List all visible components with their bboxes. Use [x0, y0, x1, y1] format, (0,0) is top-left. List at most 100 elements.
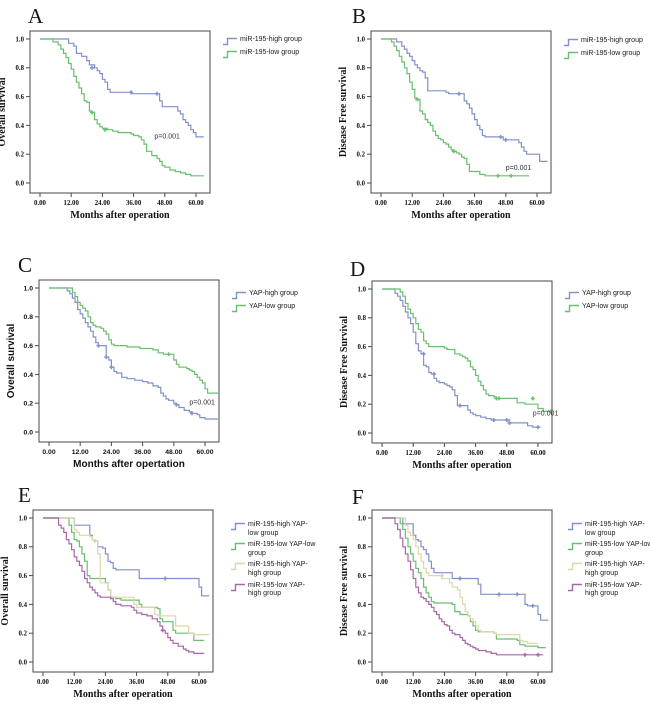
y-tick-label: 0.4: [358, 602, 367, 609]
km-plot-d: 0.0 0.2 0.4 0.6 0.8 1.0 0.00 12.00 24.00 36.00 48.…: [339, 280, 558, 471]
x-tick-label: 36.00: [468, 679, 484, 686]
legend-step-line-icon: [231, 522, 245, 531]
legend-item-label: miR-195-low YAP-high group: [248, 581, 305, 598]
legend-step-line-icon: [231, 583, 245, 591]
legend-item-label: miR-195-high YAP-low group: [248, 521, 308, 537]
p-value-annotation: p=0.001: [506, 165, 532, 172]
legend-item: YAP-high group: [564, 290, 650, 300]
legend-item: miR-195-low YAP-high group: [230, 582, 332, 599]
legend-item-label: miR-195-low YAP-low group: [248, 541, 316, 557]
series-line: [43, 517, 210, 636]
x-axis-label: Months after operation: [412, 460, 512, 471]
x-tick-label: 36.00: [134, 449, 151, 456]
x-tick-label: 48.00: [165, 449, 182, 456]
legend-item-label: miR-195-low YAP-low group: [585, 541, 650, 557]
legend-item-label: miR-195-low group: [240, 49, 300, 56]
series-line: [49, 287, 218, 394]
y-tick-label: 0.8: [19, 544, 28, 551]
y-tick-label: 1.0: [357, 36, 366, 43]
legend-step-line-icon: [564, 51, 578, 60]
legend-item-label: miR-195-high YAP-low group: [585, 521, 645, 537]
y-axis-label: Overall survival: [6, 324, 17, 399]
panel-letter-f: F: [352, 485, 364, 509]
x-axis-label: Months after operation: [70, 210, 170, 221]
km-plot-e: 0.0 0.2 0.4 0.6 0.8 1.0 0.00 12.00 24.00 36.00 48.…: [0, 509, 214, 700]
x-tick-label: 24.00: [436, 200, 452, 207]
y-tick-label: 0.4: [24, 372, 34, 379]
legend-step-line-icon: [232, 291, 246, 300]
y-tick-label: 0.2: [358, 402, 367, 409]
p-value-annotation: p=0.001: [189, 400, 215, 407]
legend-item: miR-195-low YAP-low group: [230, 541, 332, 558]
y-tick-label: 0.4: [358, 373, 367, 380]
series-line: [382, 288, 541, 428]
x-tick-label: 36.00: [126, 200, 142, 207]
x-tick-label: 60.00: [530, 679, 546, 686]
legend-e: miR-195-high YAP-low group miR-195-low YA…: [230, 521, 332, 602]
plot-frame: [371, 280, 553, 444]
panel-e: E 0.0 0.2 0.4 0.6 0.8 1.0 0.00 12.00 24.00 36.00 4…: [0, 474, 325, 711]
y-tick-label: 0.8: [358, 544, 367, 551]
plot-frame: [29, 30, 211, 194]
x-axis-label: Months after operation: [411, 210, 511, 221]
y-tick-label: 0.6: [16, 94, 25, 101]
legend-item: YAP-low group: [564, 303, 650, 313]
km-plot-c: 0.0 0.2 0.4 0.6 0.8 1.0 0.00 12.00 24.00 36.00 48.…: [6, 279, 220, 470]
legend-item: miR-195-low group: [222, 49, 324, 59]
legend-step-line-icon: [568, 542, 582, 551]
legend-item: miR-195-low group: [563, 50, 650, 60]
plot-frame: [32, 509, 214, 673]
km-plot-b: 0.0 0.2 0.4 0.6 0.8 1.0 0.00 12.00 24.00 36.00 48.…: [338, 30, 552, 221]
series-line: [40, 38, 204, 177]
legend-step-line-icon: [565, 291, 579, 300]
x-axis-label: Months after operation: [412, 689, 512, 700]
x-tick-label: 24.00: [437, 450, 453, 457]
x-tick-label: 36.00: [467, 200, 483, 207]
x-tick-label: 24.00: [98, 679, 114, 686]
legend-item: miR-195-low YAP-high group: [567, 582, 650, 599]
panel-letter-d: D: [350, 257, 366, 281]
y-tick-label: 0.2: [24, 401, 34, 408]
x-tick-label: 60.00: [191, 679, 207, 686]
legend-b: miR-195-high group miR-195-low group: [563, 37, 650, 63]
legend-item-label: miR-195-low YAP-high group: [585, 581, 642, 598]
panel-f: F 0.0 0.2 0.4 0.6 0.8 1.0 0.00 12.00 24.00 36.00 4…: [325, 474, 650, 711]
x-tick-label: 48.00: [499, 679, 515, 686]
x-tick-label: 60.00: [530, 450, 546, 457]
x-tick-label: 60.00: [196, 449, 213, 456]
panel-a: A 0.0 0.2 0.4 0.6 0.8 1.0 0.00 12.00 24.00 36.00 4…: [0, 0, 325, 237]
y-tick-label: 0.0: [24, 429, 34, 436]
y-tick-label: 0.8: [357, 65, 366, 72]
y-axis-label: Overall survival: [0, 556, 11, 625]
legend-f: miR-195-high YAP-low group miR-195-low YA…: [567, 521, 650, 602]
legend-item-label: miR-195-high group: [581, 37, 643, 44]
legend-item: miR-195-high group: [563, 37, 650, 47]
y-axis-label: Overall survival: [0, 77, 8, 146]
series-line: [40, 38, 204, 138]
x-tick-label: 0.00: [34, 200, 46, 207]
y-tick-label: 0.8: [358, 315, 367, 322]
y-tick-label: 0.0: [16, 180, 25, 187]
y-tick-label: 1.0: [24, 285, 34, 292]
legend-step-line-icon: [568, 583, 582, 591]
legend-item-label: miR-195-low group: [581, 50, 641, 57]
x-tick-label: 48.00: [499, 450, 515, 457]
legend-item: miR-195-high YAP-high group: [567, 561, 650, 578]
y-tick-label: 0.0: [358, 659, 367, 666]
y-axis-label: Disease Free Survival: [339, 316, 350, 408]
y-axis-label: Disease Free survival: [338, 67, 349, 158]
legend-item: YAP-high group: [231, 290, 333, 300]
legend-step-line-icon: [564, 38, 578, 47]
y-tick-label: 0.6: [357, 94, 366, 101]
panel-letter-a: A: [28, 4, 44, 28]
y-tick-label: 1.0: [358, 286, 367, 293]
series-line: [43, 517, 210, 597]
y-tick-label: 0.0: [357, 180, 366, 187]
series-line: [381, 38, 548, 162]
x-tick-label: 48.00: [157, 200, 173, 207]
x-tick-label: 0.00: [42, 449, 55, 456]
legend-step-line-icon: [223, 37, 237, 46]
y-tick-label: 1.0: [19, 515, 28, 522]
y-tick-label: 0.6: [24, 343, 34, 350]
